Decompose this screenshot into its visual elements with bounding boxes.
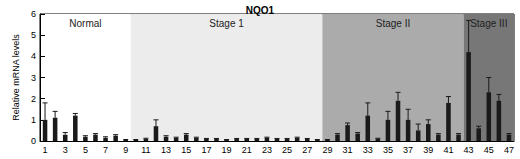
svg-text:29: 29 [322, 145, 332, 155]
svg-text:5: 5 [83, 145, 88, 155]
svg-text:2: 2 [31, 94, 36, 104]
svg-text:31: 31 [343, 145, 353, 155]
svg-text:11: 11 [141, 145, 150, 155]
svg-text:43: 43 [464, 145, 474, 155]
svg-text:21: 21 [242, 145, 252, 155]
svg-text:23: 23 [262, 145, 272, 155]
svg-text:Stage 1: Stage 1 [209, 18, 244, 29]
svg-text:NQO1: NQO1 [246, 5, 275, 16]
svg-text:37: 37 [403, 145, 413, 155]
svg-text:47: 47 [504, 145, 514, 155]
svg-text:1: 1 [43, 145, 48, 155]
svg-text:45: 45 [484, 145, 494, 155]
svg-text:13: 13 [161, 145, 171, 155]
svg-text:25: 25 [282, 145, 292, 155]
svg-text:0: 0 [31, 136, 36, 146]
svg-text:41: 41 [443, 145, 453, 155]
svg-text:9: 9 [123, 145, 128, 155]
svg-text:33: 33 [363, 145, 373, 155]
svg-text:15: 15 [181, 145, 191, 155]
svg-text:Normal: Normal [69, 18, 101, 29]
svg-text:39: 39 [423, 145, 433, 155]
svg-text:3: 3 [63, 145, 68, 155]
svg-text:1: 1 [31, 115, 36, 125]
svg-text:Stage II: Stage II [376, 18, 410, 29]
svg-text:35: 35 [383, 145, 393, 155]
svg-text:4: 4 [31, 51, 36, 61]
svg-text:Stage III: Stage III [470, 18, 507, 29]
svg-text:27: 27 [302, 145, 312, 155]
svg-text:Relative mRNA levels: Relative mRNA levels [11, 34, 21, 121]
svg-text:5: 5 [31, 30, 36, 40]
svg-text:6: 6 [31, 9, 36, 19]
svg-text:19: 19 [222, 145, 232, 155]
svg-text:3: 3 [31, 73, 36, 83]
svg-text:7: 7 [103, 145, 108, 155]
svg-text:17: 17 [201, 145, 211, 155]
